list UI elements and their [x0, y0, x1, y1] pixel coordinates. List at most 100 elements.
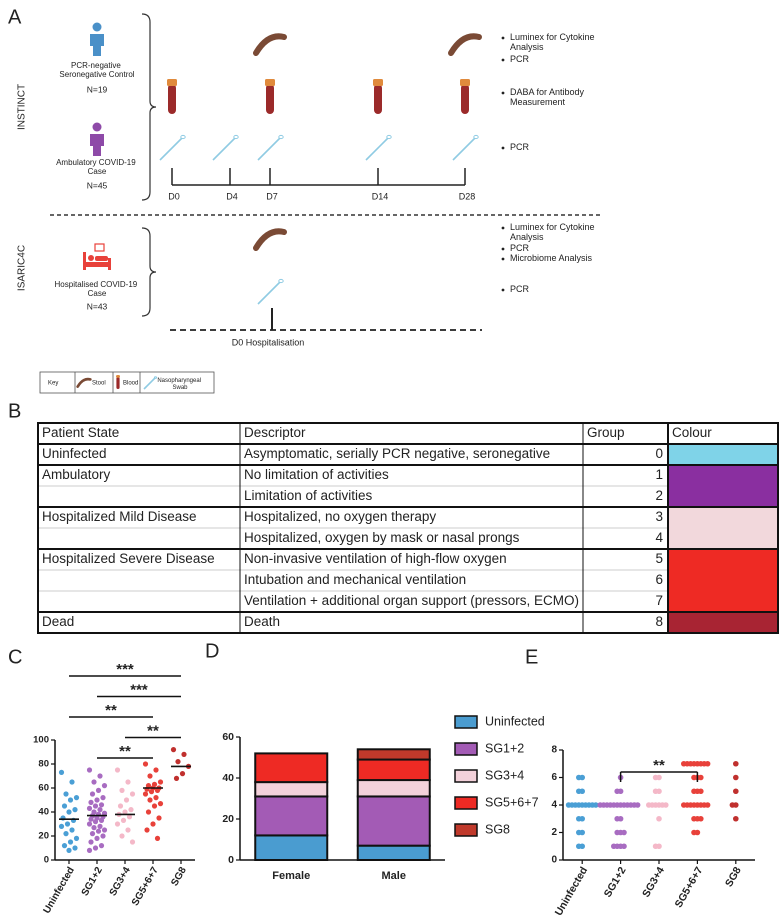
text-line: Microbiome Analysis — [510, 253, 593, 263]
data-point — [646, 802, 652, 808]
data-point — [621, 843, 627, 850]
data-point — [173, 775, 180, 782]
text-line: Hospitalised COVID-19 — [55, 280, 140, 289]
blood-tube-cap — [116, 375, 120, 378]
text-line: Case — [88, 289, 107, 298]
text-line: Nasopharyngeal — [157, 378, 202, 384]
text-line: DABA for Antibody — [510, 87, 587, 97]
data-point — [154, 835, 161, 842]
data-point — [698, 774, 704, 781]
table-cell: 7 — [655, 593, 663, 608]
data-point — [69, 779, 75, 785]
y-tick-label: 4 — [551, 800, 557, 811]
data-point — [691, 815, 697, 822]
text-line: Luminex for Cytokine — [510, 32, 597, 42]
swab-icon — [365, 137, 389, 161]
key-item: Nasopharyngeal Swab — [157, 378, 202, 391]
bullet — [501, 91, 505, 95]
y-tick-label: 40 — [38, 807, 49, 818]
cohort-label: ISARIC4C — [17, 245, 28, 291]
brace — [141, 227, 157, 317]
data-point — [597, 802, 603, 808]
assay: PCR — [510, 243, 530, 253]
text-line: Analysis — [510, 42, 544, 52]
assay: PCR — [510, 284, 530, 294]
assay: DABA for Antibody Measurement — [510, 87, 587, 107]
y-tick-label: 40 — [222, 772, 234, 784]
data-point — [88, 799, 94, 806]
bar-segment — [356, 844, 431, 862]
stool-icon — [76, 377, 92, 388]
y-tick-label: 2 — [551, 827, 557, 838]
person-head — [92, 122, 102, 132]
swab-tip — [473, 134, 479, 140]
data-point — [86, 847, 93, 854]
data-point — [125, 827, 131, 833]
data-point — [63, 831, 69, 837]
timepoint: D14 — [372, 191, 389, 201]
swab-tip — [278, 134, 284, 140]
participant-label: PCR-negative Seronegative Control — [59, 61, 134, 79]
bar-segment — [254, 795, 329, 837]
table-cell: Hospitalized Severe Disease — [42, 551, 215, 566]
assay: Luminex for Cytokine Analysis — [510, 222, 597, 242]
swab-icon — [159, 137, 183, 161]
colour-swatch — [668, 612, 778, 633]
stool-icon — [253, 33, 287, 56]
data-point — [147, 773, 153, 779]
blood-tube — [116, 377, 120, 389]
y-tick-label: 20 — [222, 813, 234, 825]
panel-label: D — [205, 640, 219, 662]
swab-icon — [212, 137, 236, 161]
data-point — [120, 817, 127, 824]
swab-tip — [180, 134, 186, 140]
data-point — [69, 827, 75, 833]
data-point — [129, 791, 136, 797]
legend-swatch — [454, 769, 478, 783]
panel-label: B — [8, 400, 21, 422]
colour-swatch — [668, 507, 778, 549]
data-point — [88, 816, 94, 822]
data-point — [611, 843, 617, 850]
participant-n: N=19 — [87, 84, 108, 94]
data-point — [576, 843, 582, 850]
data-point — [67, 839, 74, 845]
table-cell: No limitation of activities — [244, 467, 389, 482]
table-cell: 2 — [655, 488, 663, 503]
text-line: Swab — [172, 385, 188, 391]
data-point — [98, 817, 105, 824]
text-line: PCR — [510, 54, 530, 64]
participant-label: Ambulatory COVID-19 Case — [56, 158, 138, 176]
data-point — [123, 797, 130, 803]
panel-label: E — [525, 646, 538, 668]
blood-tube-cap — [167, 79, 177, 86]
person-head — [92, 22, 102, 32]
table-cell: Ventilation + additional organ support (… — [244, 593, 579, 608]
data-point — [73, 835, 80, 842]
bullet — [501, 288, 505, 292]
legend-label: SG5+6+7 — [485, 795, 539, 809]
data-point — [614, 829, 620, 836]
timepoint: D0 — [168, 191, 180, 201]
data-point — [729, 802, 736, 808]
data-point — [691, 774, 697, 781]
data-point — [652, 774, 659, 781]
table-cell: 5 — [655, 551, 663, 566]
data-point — [576, 788, 582, 795]
swab-icon — [143, 377, 156, 390]
data-point — [733, 774, 739, 781]
data-point — [154, 787, 161, 794]
data-point — [94, 835, 100, 842]
data-point — [733, 760, 739, 767]
swab-tip — [233, 134, 239, 140]
swab-tip — [278, 278, 284, 284]
panel-label: C — [8, 646, 22, 668]
data-point — [576, 829, 582, 836]
data-point — [95, 828, 102, 834]
data-point — [656, 815, 662, 822]
data-point — [142, 791, 149, 797]
table-cell: Hospitalized, oxygen by mask or nasal pr… — [244, 530, 520, 545]
blood-tube — [266, 84, 274, 114]
data-point — [153, 795, 159, 801]
data-point — [704, 802, 711, 808]
